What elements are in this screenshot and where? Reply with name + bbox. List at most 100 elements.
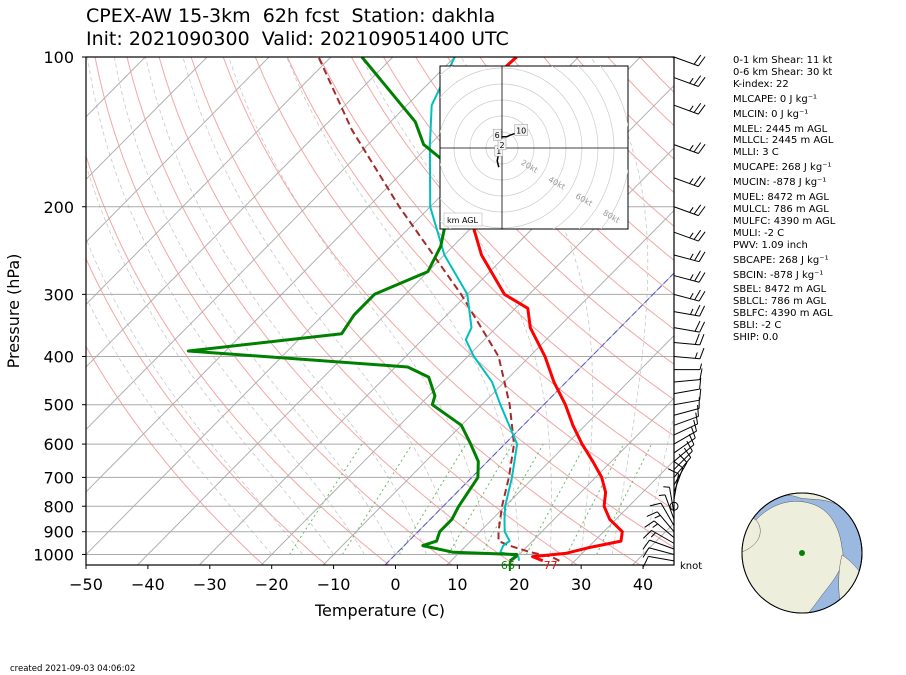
barb-shaft — [673, 450, 693, 470]
hodograph-legend-box — [443, 212, 483, 227]
moist-adiabat — [113, 57, 396, 555]
barb-flag — [698, 143, 706, 154]
parameter-line: SBEL: 8472 m AGL — [733, 284, 827, 296]
barb-flag — [694, 333, 700, 345]
barb-flag — [697, 404, 699, 417]
x-tick-label: 0 — [390, 575, 400, 594]
isotherm — [86, 57, 270, 243]
barb-flag — [694, 320, 701, 332]
parameter-line: SHIP: 0.0 — [733, 332, 779, 344]
parameter-line: MLLI: 3 C — [733, 147, 779, 159]
wind-barb — [673, 333, 705, 346]
barb-shaft — [673, 379, 700, 383]
wind-barb — [642, 547, 675, 558]
barb-shaft — [673, 415, 699, 426]
y-tick-label: 800 — [43, 497, 74, 516]
wind-barb — [649, 502, 675, 526]
parameter-line: MUCAPE: 268 J kg⁻¹ — [733, 162, 832, 174]
barb-half — [652, 523, 658, 528]
wind-barb — [673, 250, 706, 263]
barb-half — [689, 274, 694, 281]
y-tick-label: 500 — [43, 396, 74, 415]
barb-shaft — [649, 539, 675, 550]
wind-units-label: knot — [680, 561, 702, 572]
barb-shaft — [673, 104, 699, 115]
barb-shaft — [664, 494, 675, 520]
parameter-line: MUCIN: -878 J kg⁻¹ — [733, 177, 827, 189]
hodograph-height-label: 1 — [496, 147, 501, 156]
barb-flag — [642, 539, 650, 550]
dry-adiabat — [86, 257, 327, 565]
moist-adiabat — [87, 57, 365, 555]
isotherm — [322, 209, 674, 565]
barb-shaft — [648, 547, 675, 555]
x-tick-label: 40 — [633, 575, 653, 594]
africa-landmass — [742, 501, 844, 613]
y-tick-label: 400 — [43, 348, 74, 367]
barb-shaft — [673, 144, 699, 154]
wind-barbs: knot — [642, 54, 706, 572]
moist-adiabat — [86, 163, 334, 555]
dry-adiabat — [254, 57, 674, 511]
barb-shaft — [673, 430, 697, 445]
freezing-isotherm — [384, 272, 674, 565]
surface-dewpoint-label: 66 — [501, 559, 515, 572]
barb-flag — [699, 347, 705, 359]
barb-flag — [698, 291, 706, 302]
moist-adiabat — [145, 57, 427, 555]
wind-barb — [642, 555, 675, 567]
moist-adiabat — [182, 57, 458, 555]
parcel-profile — [317, 57, 560, 562]
hodograph-frame — [439, 65, 629, 230]
parameter-line: MULCL: 786 m AGL — [733, 203, 829, 215]
hodograph-height-label: 6 — [495, 131, 500, 140]
dry-adiabat — [415, 57, 674, 330]
wind-barb — [673, 289, 706, 302]
barb-flag — [694, 250, 701, 261]
wind-barb — [673, 54, 706, 67]
hodograph-height-label: 10 — [516, 126, 526, 135]
parameter-line: 0-1 km Shear: 11 kt — [733, 55, 833, 66]
wind-barb — [673, 368, 703, 383]
barb-flag — [699, 321, 706, 333]
barb-flag — [644, 520, 655, 528]
parameter-line: MLLCL: 2445 m AGL — [733, 135, 834, 147]
barb-flag — [649, 502, 662, 507]
dry-adiabat — [350, 57, 674, 401]
barb-half — [689, 253, 694, 260]
x-tick-label: 10 — [447, 575, 467, 594]
dry-adiabat — [447, 57, 674, 296]
barb-flag — [673, 460, 684, 469]
barb-flag — [693, 54, 702, 65]
wind-barb — [642, 529, 675, 544]
moist-adiabat — [460, 57, 594, 555]
wind-barb — [673, 204, 706, 217]
isotherm — [260, 147, 674, 565]
isotherm — [86, 57, 394, 368]
parameter-line: SBCAPE: 268 J kg⁻¹ — [733, 254, 829, 266]
y-tick-label: 1000 — [33, 545, 74, 564]
barb-half — [689, 178, 694, 184]
chart-subtitle: Init: 2021090300 Valid: 2021090514​00 UT… — [86, 28, 509, 50]
x-tick-label: −40 — [131, 575, 165, 594]
isotherm — [86, 57, 517, 493]
parameter-line: MLEL: 2445 m AGL — [733, 123, 828, 135]
skewt-background-lines — [86, 57, 674, 565]
x-tick-label: −50 — [69, 575, 103, 594]
mixing-ratio-line — [566, 443, 625, 555]
barb-flag — [693, 142, 702, 153]
barb-shaft — [673, 56, 699, 67]
barb-half — [694, 352, 698, 359]
wind-barb — [674, 363, 703, 371]
wind-barb — [673, 320, 706, 333]
globe-outline — [741, 492, 863, 614]
moist-adiabat — [228, 57, 489, 555]
barb-flag — [698, 177, 706, 188]
barb-flag — [642, 556, 649, 567]
barb-shaft — [668, 487, 675, 513]
barb-half — [654, 514, 661, 519]
dry-adiabat — [318, 57, 674, 437]
